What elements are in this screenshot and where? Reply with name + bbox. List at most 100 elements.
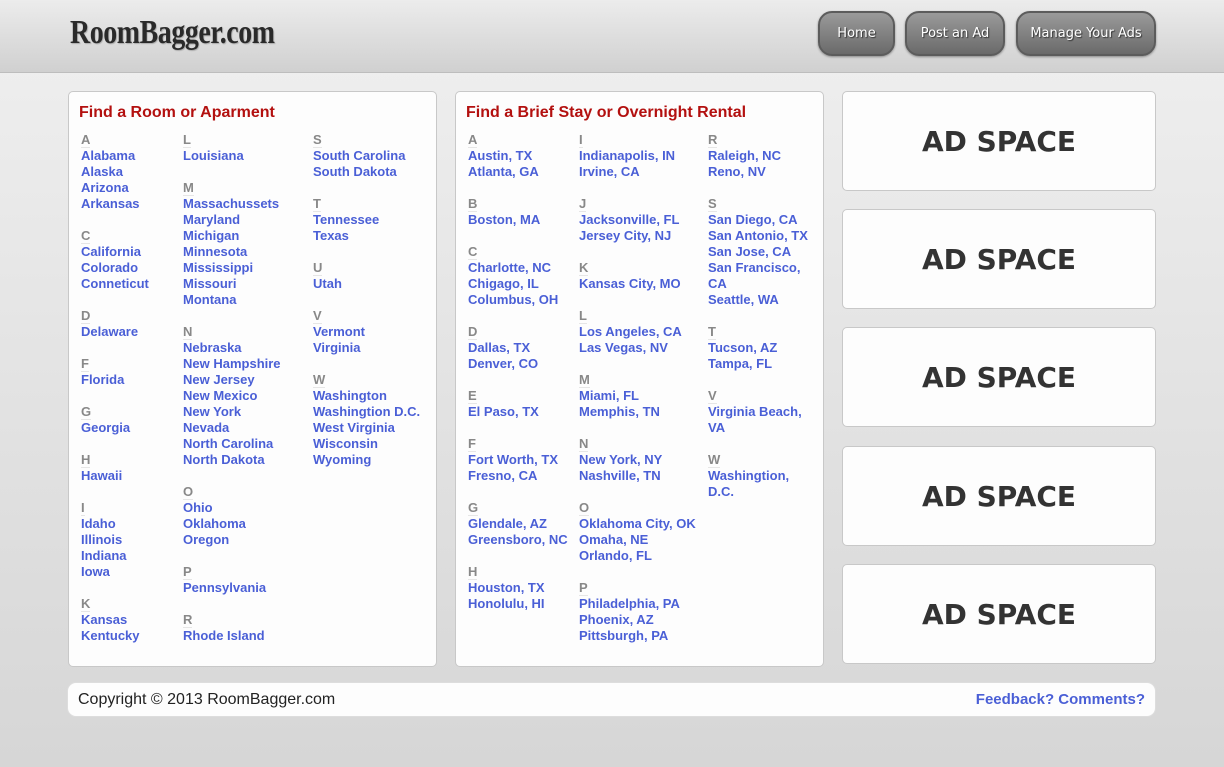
location-link[interactable]: Wisconsin [313, 436, 378, 451]
location-link[interactable]: Colorado [81, 260, 139, 275]
location-link[interactable]: Massachussets [183, 196, 280, 211]
location-link[interactable]: Las Vegas, NV [579, 340, 668, 355]
location-link[interactable]: Tucson, AZ [708, 340, 778, 355]
location-link[interactable]: Nashville, TN [579, 468, 661, 483]
location-link[interactable]: Delaware [81, 324, 139, 339]
location-link[interactable]: Louisiana [183, 148, 244, 163]
location-link[interactable]: Fresno, CA [468, 468, 538, 483]
nav-post-ad-button[interactable]: Post an Ad [905, 11, 1005, 56]
location-link[interactable]: New Jersey [183, 372, 255, 387]
location-link[interactable]: West Virginia [313, 420, 395, 435]
location-link[interactable]: Chigago, IL [468, 276, 539, 291]
location-link[interactable]: Virginia Beach, VA [708, 404, 802, 435]
location-link[interactable]: Ohio [183, 500, 213, 515]
location-link[interactable]: Maryland [183, 212, 241, 227]
location-link[interactable]: San Diego, CA [708, 212, 798, 227]
location-link[interactable]: Wyoming [313, 452, 372, 467]
location-link[interactable]: Vermont [313, 324, 366, 339]
site-logo[interactable]: RoomBagger.com [70, 14, 275, 51]
location-link[interactable]: Illinois [81, 532, 123, 547]
location-link[interactable]: South Dakota [313, 164, 397, 179]
location-link[interactable]: Atlanta, GA [468, 164, 539, 179]
location-link[interactable]: Rhode Island [183, 628, 265, 643]
location-link[interactable]: Glendale, AZ [468, 516, 547, 531]
location-link[interactable]: South Carolina [313, 148, 406, 163]
location-link[interactable]: Washingtion D.C. [313, 404, 421, 419]
location-link[interactable]: California [81, 244, 141, 259]
ad-space[interactable]: AD SPACE [842, 327, 1156, 427]
location-link[interactable]: Alaska [81, 164, 123, 179]
location-link[interactable]: New York, NY [579, 452, 663, 467]
nav-home-button[interactable]: Home [818, 11, 895, 56]
location-link[interactable]: Hawaii [81, 468, 123, 483]
location-link[interactable]: Pennsylvania [183, 580, 267, 595]
location-link[interactable]: Nevada [183, 420, 230, 435]
location-link[interactable]: Greensboro, NC [468, 532, 568, 547]
location-link[interactable]: Nebraska [183, 340, 242, 355]
location-link[interactable]: Oklahoma [183, 516, 246, 531]
location-link[interactable]: Arkansas [81, 196, 140, 211]
location-link[interactable]: New Mexico [183, 388, 258, 403]
location-link[interactable]: Omaha, NE [579, 532, 649, 547]
location-link[interactable]: Pittsburgh, PA [579, 628, 669, 643]
location-link[interactable]: El Paso, TX [468, 404, 539, 419]
location-link[interactable]: Phoenix, AZ [579, 612, 654, 627]
location-link[interactable]: Indiana [81, 548, 127, 563]
location-link[interactable]: Memphis, TN [579, 404, 660, 419]
location-link[interactable]: Montana [183, 292, 237, 307]
location-link[interactable]: Arizona [81, 180, 129, 195]
location-link[interactable]: Minnesota [183, 244, 248, 259]
ad-space[interactable]: AD SPACE [842, 91, 1156, 191]
location-link[interactable]: Oklahoma City, OK [579, 516, 696, 531]
location-link[interactable]: Utah [313, 276, 342, 291]
location-link[interactable]: Texas [313, 228, 349, 243]
ad-space[interactable]: AD SPACE [842, 564, 1156, 664]
location-link[interactable]: Austin, TX [468, 148, 533, 163]
location-link[interactable]: Philadelphia, PA [579, 596, 680, 611]
location-link[interactable]: Tampa, FL [708, 356, 773, 371]
location-link[interactable]: Idaho [81, 516, 116, 531]
location-link[interactable]: North Carolina [183, 436, 274, 451]
location-link[interactable]: New York [183, 404, 242, 419]
location-link[interactable]: Los Angeles, CA [579, 324, 682, 339]
location-link[interactable]: Columbus, OH [468, 292, 559, 307]
feedback-link[interactable]: Feedback? Comments? [975, 691, 1145, 708]
location-link[interactable]: North Dakota [183, 452, 265, 467]
location-link[interactable]: Boston, MA [468, 212, 541, 227]
location-link[interactable]: Denver, CO [468, 356, 539, 371]
location-link[interactable]: Charlotte, NC [468, 260, 552, 275]
location-link[interactable]: Kansas [81, 612, 128, 627]
location-link[interactable]: Conneticut [81, 276, 149, 291]
location-link[interactable]: Mississippi [183, 260, 254, 275]
location-link[interactable]: Raleigh, NC [708, 148, 781, 163]
ad-space[interactable]: AD SPACE [842, 446, 1156, 546]
location-link[interactable]: Iowa [81, 564, 110, 579]
location-link[interactable]: Washingtion, D.C. [708, 468, 790, 499]
location-link[interactable]: Houston, TX [468, 580, 545, 595]
location-link[interactable]: Washington [313, 388, 387, 403]
location-link[interactable]: Kansas City, MO [579, 276, 681, 291]
location-link[interactable]: Honolulu, HI [468, 596, 545, 611]
location-link[interactable]: San Francisco, CA [708, 260, 801, 291]
location-link[interactable]: Jacksonville, FL [579, 212, 680, 227]
location-link[interactable]: Alabama [81, 148, 136, 163]
location-link[interactable]: Florida [81, 372, 125, 387]
location-link[interactable]: Seattle, WA [708, 292, 779, 307]
location-link[interactable]: Miami, FL [579, 388, 639, 403]
location-link[interactable]: Irvine, CA [579, 164, 640, 179]
location-link[interactable]: Fort Worth, TX [468, 452, 559, 467]
location-link[interactable]: Tennessee [313, 212, 380, 227]
location-link[interactable]: Reno, NV [708, 164, 766, 179]
location-link[interactable]: New Hampshire [183, 356, 281, 371]
location-link[interactable]: San Jose, CA [708, 244, 792, 259]
location-link[interactable]: Indianapolis, IN [579, 148, 676, 163]
location-link[interactable]: Virginia [313, 340, 361, 355]
ad-space[interactable]: AD SPACE [842, 209, 1156, 309]
location-link[interactable]: Dallas, TX [468, 340, 531, 355]
location-link[interactable]: Jersey City, NJ [579, 228, 672, 243]
location-link[interactable]: San Antonio, TX [708, 228, 808, 243]
location-link[interactable]: Michigan [183, 228, 240, 243]
location-link[interactable]: Orlando, FL [579, 548, 652, 563]
location-link[interactable]: Missouri [183, 276, 237, 291]
location-link[interactable]: Kentucky [81, 628, 140, 643]
